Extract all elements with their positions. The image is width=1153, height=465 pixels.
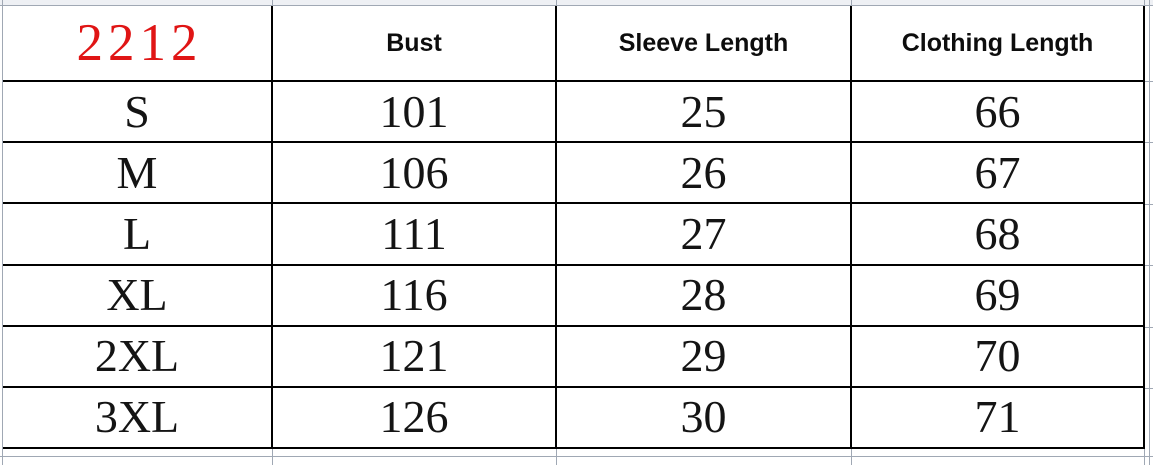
clothing-length-value-cell: 66 bbox=[852, 82, 1145, 144]
gridline bbox=[272, 0, 273, 5]
gridline bbox=[556, 449, 557, 465]
size-label-cell: L bbox=[3, 204, 273, 266]
gridline-row-below bbox=[0, 456, 1153, 457]
size-label-cell: 2XL bbox=[3, 326, 273, 388]
bust-value-cell: 111 bbox=[273, 204, 557, 266]
bust-value-cell: 106 bbox=[273, 143, 557, 205]
bust-value-cell: 101 bbox=[273, 82, 557, 144]
clothing-length-value-cell: 67 bbox=[852, 143, 1145, 205]
gridline bbox=[1144, 0, 1145, 5]
column-header-clothing-length: Clothing Length bbox=[852, 6, 1145, 82]
gridline bbox=[851, 0, 852, 5]
clothing-length-value-cell: 69 bbox=[852, 265, 1145, 327]
gridline bbox=[1144, 449, 1145, 465]
bust-value-cell: 116 bbox=[273, 265, 557, 327]
gridline bbox=[1145, 265, 1153, 266]
sleeve-length-value-cell: 25 bbox=[557, 82, 852, 144]
gridline-right-edge bbox=[1149, 0, 1150, 465]
sleeve-length-value-cell: 30 bbox=[557, 387, 852, 449]
size-chart-table: 2212 Bust Sleeve Length Clothing Length … bbox=[3, 6, 1145, 449]
bust-value-cell: 126 bbox=[273, 387, 557, 449]
gridline bbox=[851, 449, 852, 465]
gridline bbox=[1145, 81, 1153, 82]
size-label-cell: M bbox=[3, 143, 273, 205]
sleeve-length-value-cell: 29 bbox=[557, 326, 852, 388]
bust-value-cell: 121 bbox=[273, 326, 557, 388]
gridline bbox=[556, 0, 557, 5]
gridline-left-edge bbox=[2, 0, 3, 465]
sleeve-length-value-cell: 28 bbox=[557, 265, 852, 327]
clothing-length-value-cell: 71 bbox=[852, 387, 1145, 449]
gridline bbox=[272, 449, 273, 465]
column-header-sleeve-length: Sleeve Length bbox=[557, 6, 852, 82]
gridline bbox=[1145, 388, 1153, 389]
clothing-length-value-cell: 70 bbox=[852, 326, 1145, 388]
spreadsheet-row-above bbox=[0, 0, 1153, 6]
sleeve-length-value-cell: 26 bbox=[557, 143, 852, 205]
clothing-length-value-cell: 68 bbox=[852, 204, 1145, 266]
column-header-bust: Bust bbox=[273, 6, 557, 82]
gridline bbox=[1145, 142, 1153, 143]
model-number-cell: 2212 bbox=[3, 6, 273, 82]
gridline bbox=[1145, 204, 1153, 205]
gridline bbox=[1145, 327, 1153, 328]
size-label-cell: XL bbox=[3, 265, 273, 327]
sleeve-length-value-cell: 27 bbox=[557, 204, 852, 266]
size-label-cell: S bbox=[3, 82, 273, 144]
size-label-cell: 3XL bbox=[3, 387, 273, 449]
